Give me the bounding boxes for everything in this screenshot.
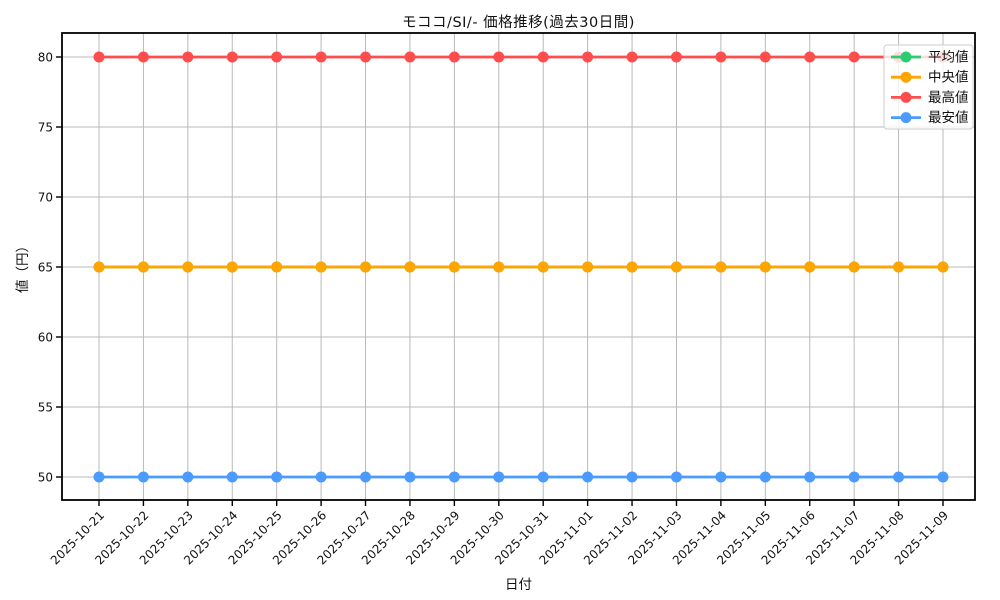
data-point-marker	[893, 261, 905, 273]
y-tick-label: 50	[38, 471, 53, 485]
data-point-marker	[226, 51, 238, 63]
data-point-marker	[715, 51, 727, 63]
data-point-marker	[360, 471, 372, 483]
data-point-marker	[137, 261, 149, 273]
data-point-marker	[537, 261, 549, 273]
x-axis-label: 日付	[505, 577, 532, 593]
legend-box	[883, 44, 974, 130]
data-point-marker	[137, 471, 149, 483]
data-point-marker	[626, 471, 638, 483]
legend-marker-dot	[900, 51, 912, 63]
y-tick-label: 55	[38, 401, 53, 415]
data-point-marker	[448, 471, 460, 483]
data-point-marker	[537, 51, 549, 63]
series-line-group	[93, 261, 949, 273]
data-point-marker	[448, 51, 460, 63]
plot-border	[61, 32, 976, 501]
data-point-marker	[226, 261, 238, 273]
data-point-marker	[582, 261, 594, 273]
legend-label: 最高値	[928, 89, 969, 106]
data-point-marker	[226, 471, 238, 483]
data-point-marker	[93, 471, 105, 483]
data-point-marker	[670, 51, 682, 63]
legend-marker-dot	[900, 112, 912, 124]
legend-marker-dot	[900, 91, 912, 103]
data-point-marker	[315, 471, 327, 483]
chart-title: モココ/SI/- 価格推移(過去30日間)	[402, 15, 635, 31]
data-point-marker	[537, 471, 549, 483]
series-line-group	[93, 471, 949, 483]
data-point-marker	[315, 51, 327, 63]
y-tick-label: 65	[38, 261, 53, 275]
data-point-marker	[271, 471, 283, 483]
data-point-marker	[670, 471, 682, 483]
data-point-marker	[404, 51, 416, 63]
data-point-marker	[937, 261, 949, 273]
data-point-marker	[848, 261, 860, 273]
data-point-marker	[937, 471, 949, 483]
x-axis-ticks: 2025-10-212025-10-222025-10-232025-10-24…	[48, 500, 951, 567]
data-point-marker	[715, 471, 727, 483]
series-line-group	[93, 51, 949, 63]
y-tick-label: 80	[38, 51, 53, 65]
data-point-marker	[360, 261, 372, 273]
data-point-marker	[93, 51, 105, 63]
y-tick-label: 60	[38, 331, 53, 345]
y-axis-ticks: 50 55 60 65 70 75 80	[38, 51, 62, 485]
data-point-marker	[315, 261, 327, 273]
data-point-marker	[404, 261, 416, 273]
y-tick-label: 75	[38, 121, 53, 135]
data-point-marker	[626, 51, 638, 63]
data-point-marker	[137, 51, 149, 63]
data-point-marker	[759, 51, 771, 63]
data-point-marker	[582, 51, 594, 63]
legend-label: 最安値	[928, 110, 969, 126]
data-point-marker	[271, 261, 283, 273]
data-point-marker	[893, 471, 905, 483]
data-point-marker	[493, 51, 505, 63]
data-point-marker	[182, 471, 194, 483]
data-point-marker	[670, 261, 682, 273]
data-point-marker	[759, 261, 771, 273]
data-point-marker	[848, 51, 860, 63]
data-point-marker	[804, 261, 816, 273]
legend-label: 平均値	[928, 50, 969, 66]
data-point-marker	[493, 471, 505, 483]
data-point-marker	[626, 261, 638, 273]
data-point-marker	[404, 471, 416, 483]
data-point-marker	[804, 471, 816, 483]
data-point-marker	[182, 51, 194, 63]
data-point-marker	[271, 51, 283, 63]
data-point-marker	[759, 471, 771, 483]
data-point-marker	[182, 261, 194, 273]
data-point-marker	[93, 261, 105, 273]
data-point-marker	[448, 261, 460, 273]
data-point-marker	[715, 261, 727, 273]
legend-marker-dot	[900, 71, 912, 83]
legend-label: 中央値	[928, 70, 969, 86]
y-tick-label: 70	[38, 191, 53, 205]
data-point-marker	[848, 471, 860, 483]
data-point-marker	[804, 51, 816, 63]
data-point-marker	[493, 261, 505, 273]
data-point-marker	[582, 471, 594, 483]
data-point-marker	[360, 51, 372, 63]
